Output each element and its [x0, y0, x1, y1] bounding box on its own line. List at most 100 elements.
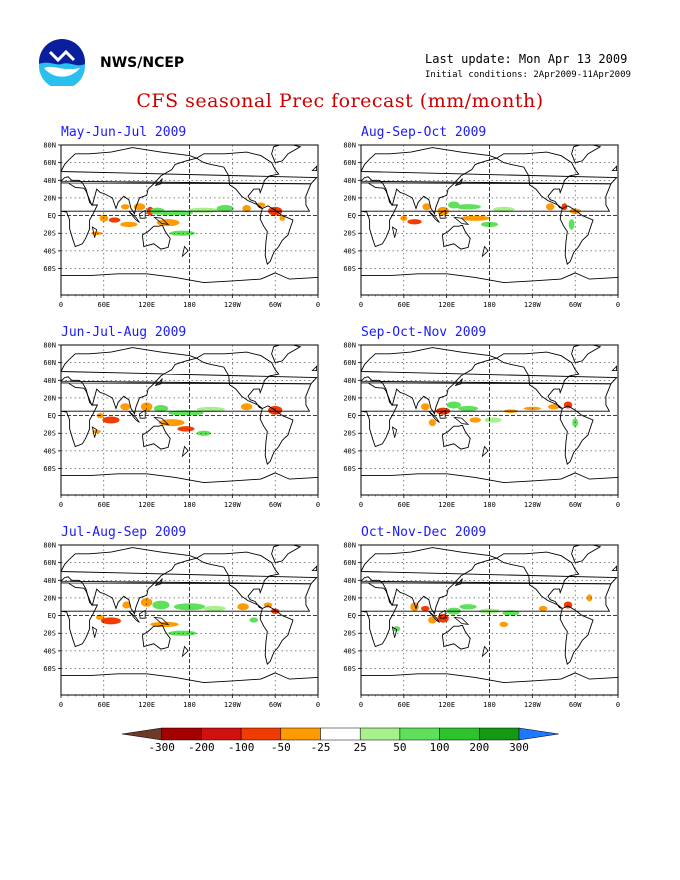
precip-anomaly-patch — [120, 403, 131, 411]
latitude-label: 40N — [343, 377, 356, 385]
precip-map: 80N 60N 40N 20N EQ 20S 40S 60S 0 60E 120E 180 120W 60… — [343, 142, 620, 310]
latitude-label: 20N — [43, 394, 56, 402]
colorbar-label: -25 — [311, 741, 331, 754]
precip-anomaly-patch — [455, 204, 481, 210]
latitude-label: 60N — [343, 159, 356, 167]
latitude-label: 60S — [43, 265, 56, 273]
island-outline — [311, 165, 318, 172]
latitude-label: 40S — [43, 647, 56, 655]
latitude-label: 60N — [43, 159, 56, 167]
map-panel: Oct-Nov-Dec 2009 80N 60N 40N 20N EQ 20S 40S 60S… — [325, 525, 625, 725]
latitude-label: 20N — [43, 594, 56, 602]
longitude-label: 120W — [224, 701, 242, 709]
longitude-label: 60E — [98, 301, 111, 309]
colorbar-segment — [201, 727, 242, 741]
colorbar-segment — [320, 727, 361, 741]
longitude-label: 60E — [98, 701, 111, 709]
precip-anomaly-patch — [240, 403, 253, 411]
precip-anomaly-patch — [568, 219, 575, 230]
longitude-label: 60E — [398, 501, 411, 509]
island-outline — [91, 626, 98, 638]
longitude-label: 60W — [569, 501, 582, 509]
colorbar-segment — [359, 727, 401, 741]
color-legend: -300 -200 -100 -50 -25 25 50 100 200 300 — [121, 727, 559, 754]
continent-outline — [571, 345, 602, 364]
longitude-label: 0 — [316, 501, 320, 509]
colorbar-segment — [439, 727, 480, 741]
latitude-label: 80N — [43, 142, 56, 150]
island-outline — [611, 365, 618, 372]
map-panel: May-Jun-Jul 2009 80N 60N 40N 20N EQ 20S 40S 60S… — [25, 125, 325, 325]
latitude-label: 40S — [343, 247, 356, 255]
longitude-label: 120W — [224, 501, 242, 509]
precip-anomaly-patch — [484, 417, 502, 423]
colorbar-label: -100 — [228, 741, 255, 754]
panel-title: Oct-Nov-Dec 2009 — [361, 525, 487, 540]
precip-anomaly-patch — [140, 597, 153, 607]
continent-outline — [559, 205, 594, 265]
latitude-label: EQ — [48, 212, 56, 220]
organization-name: NWS/NCEP — [100, 55, 185, 71]
island-outline — [153, 416, 170, 425]
continent-outline — [571, 545, 602, 564]
precip-map: 80N 60N 40N 20N EQ 20S 40S 60S 0 60E 120E 180 120W 60… — [43, 542, 320, 710]
island-outline — [439, 609, 446, 619]
continent-outline — [495, 151, 580, 209]
latitude-label: 80N — [43, 542, 56, 550]
colorbar-arrow-left — [121, 727, 162, 741]
longitude-label: 120E — [138, 501, 155, 509]
latitude-label: EQ — [348, 612, 356, 620]
map-panel: Sep-Oct-Nov 2009 80N 60N 40N 20N EQ 20S 40S 60S… — [325, 325, 625, 525]
colorbar-label: -50 — [271, 741, 291, 754]
island-outline — [453, 616, 470, 625]
continent-outline — [141, 624, 171, 650]
island-outline — [481, 445, 489, 458]
precip-anomaly-patch — [177, 426, 195, 432]
antarctica-coastline — [361, 472, 618, 484]
longitude-label: 60W — [269, 701, 282, 709]
latitude-label: 40N — [343, 177, 356, 185]
latitude-label: 20N — [343, 394, 356, 402]
continent-outline — [495, 351, 580, 409]
precip-anomaly-patch — [422, 203, 431, 211]
precip-anomaly-patch — [499, 621, 509, 628]
latitude-label: 60S — [43, 665, 56, 673]
colorbar-label: -200 — [188, 741, 215, 754]
longitude-label: 0 — [316, 301, 320, 309]
continent-outline — [259, 205, 294, 265]
latitude-label: 40S — [343, 647, 356, 655]
colorbar-segment — [399, 727, 440, 741]
precip-anomaly-patch — [102, 416, 120, 424]
latitude-label: 20S — [343, 630, 356, 638]
longitude-label: 0 — [616, 301, 620, 309]
map-panel: Aug-Sep-Oct 2009 80N 60N 40N 20N EQ 20S 40S 60S… — [325, 125, 625, 325]
continent-outline — [361, 347, 618, 415]
continent-outline — [61, 582, 312, 648]
colorbar-label: 25 — [354, 741, 367, 754]
panel-title: Aug-Sep-Oct 2009 — [361, 125, 487, 140]
longitude-label: 120E — [138, 701, 155, 709]
island-outline — [481, 645, 489, 658]
latitude-label: EQ — [48, 412, 56, 420]
latitude-label: 20S — [43, 630, 56, 638]
island-outline — [453, 216, 470, 225]
colorbar-segment — [280, 727, 321, 741]
precip-anomaly-patch — [538, 605, 548, 612]
precip-anomaly-patch — [156, 219, 180, 227]
colorbar-segment — [161, 727, 202, 741]
longitude-label: 180 — [183, 701, 196, 709]
panel-title: Jun-Jul-Aug 2009 — [61, 325, 187, 340]
latitude-label: 60N — [343, 359, 356, 367]
island-outline — [439, 209, 446, 219]
antarctica-coastline — [61, 472, 318, 484]
precip-anomaly-patch — [152, 600, 170, 610]
latitude-label: 40N — [343, 577, 356, 585]
continent-outline — [441, 624, 471, 650]
longitude-label: 180 — [183, 501, 196, 509]
antarctica-coastline — [61, 272, 318, 284]
latitude-label: 80N — [343, 142, 356, 150]
precip-map: 80N 60N 40N 20N EQ 20S 40S 60S 0 60E 120E 180 120W 60… — [343, 342, 620, 510]
latitude-label: 60N — [43, 559, 56, 567]
latitude-label: EQ — [348, 212, 356, 220]
latitude-label: 40S — [43, 447, 56, 455]
